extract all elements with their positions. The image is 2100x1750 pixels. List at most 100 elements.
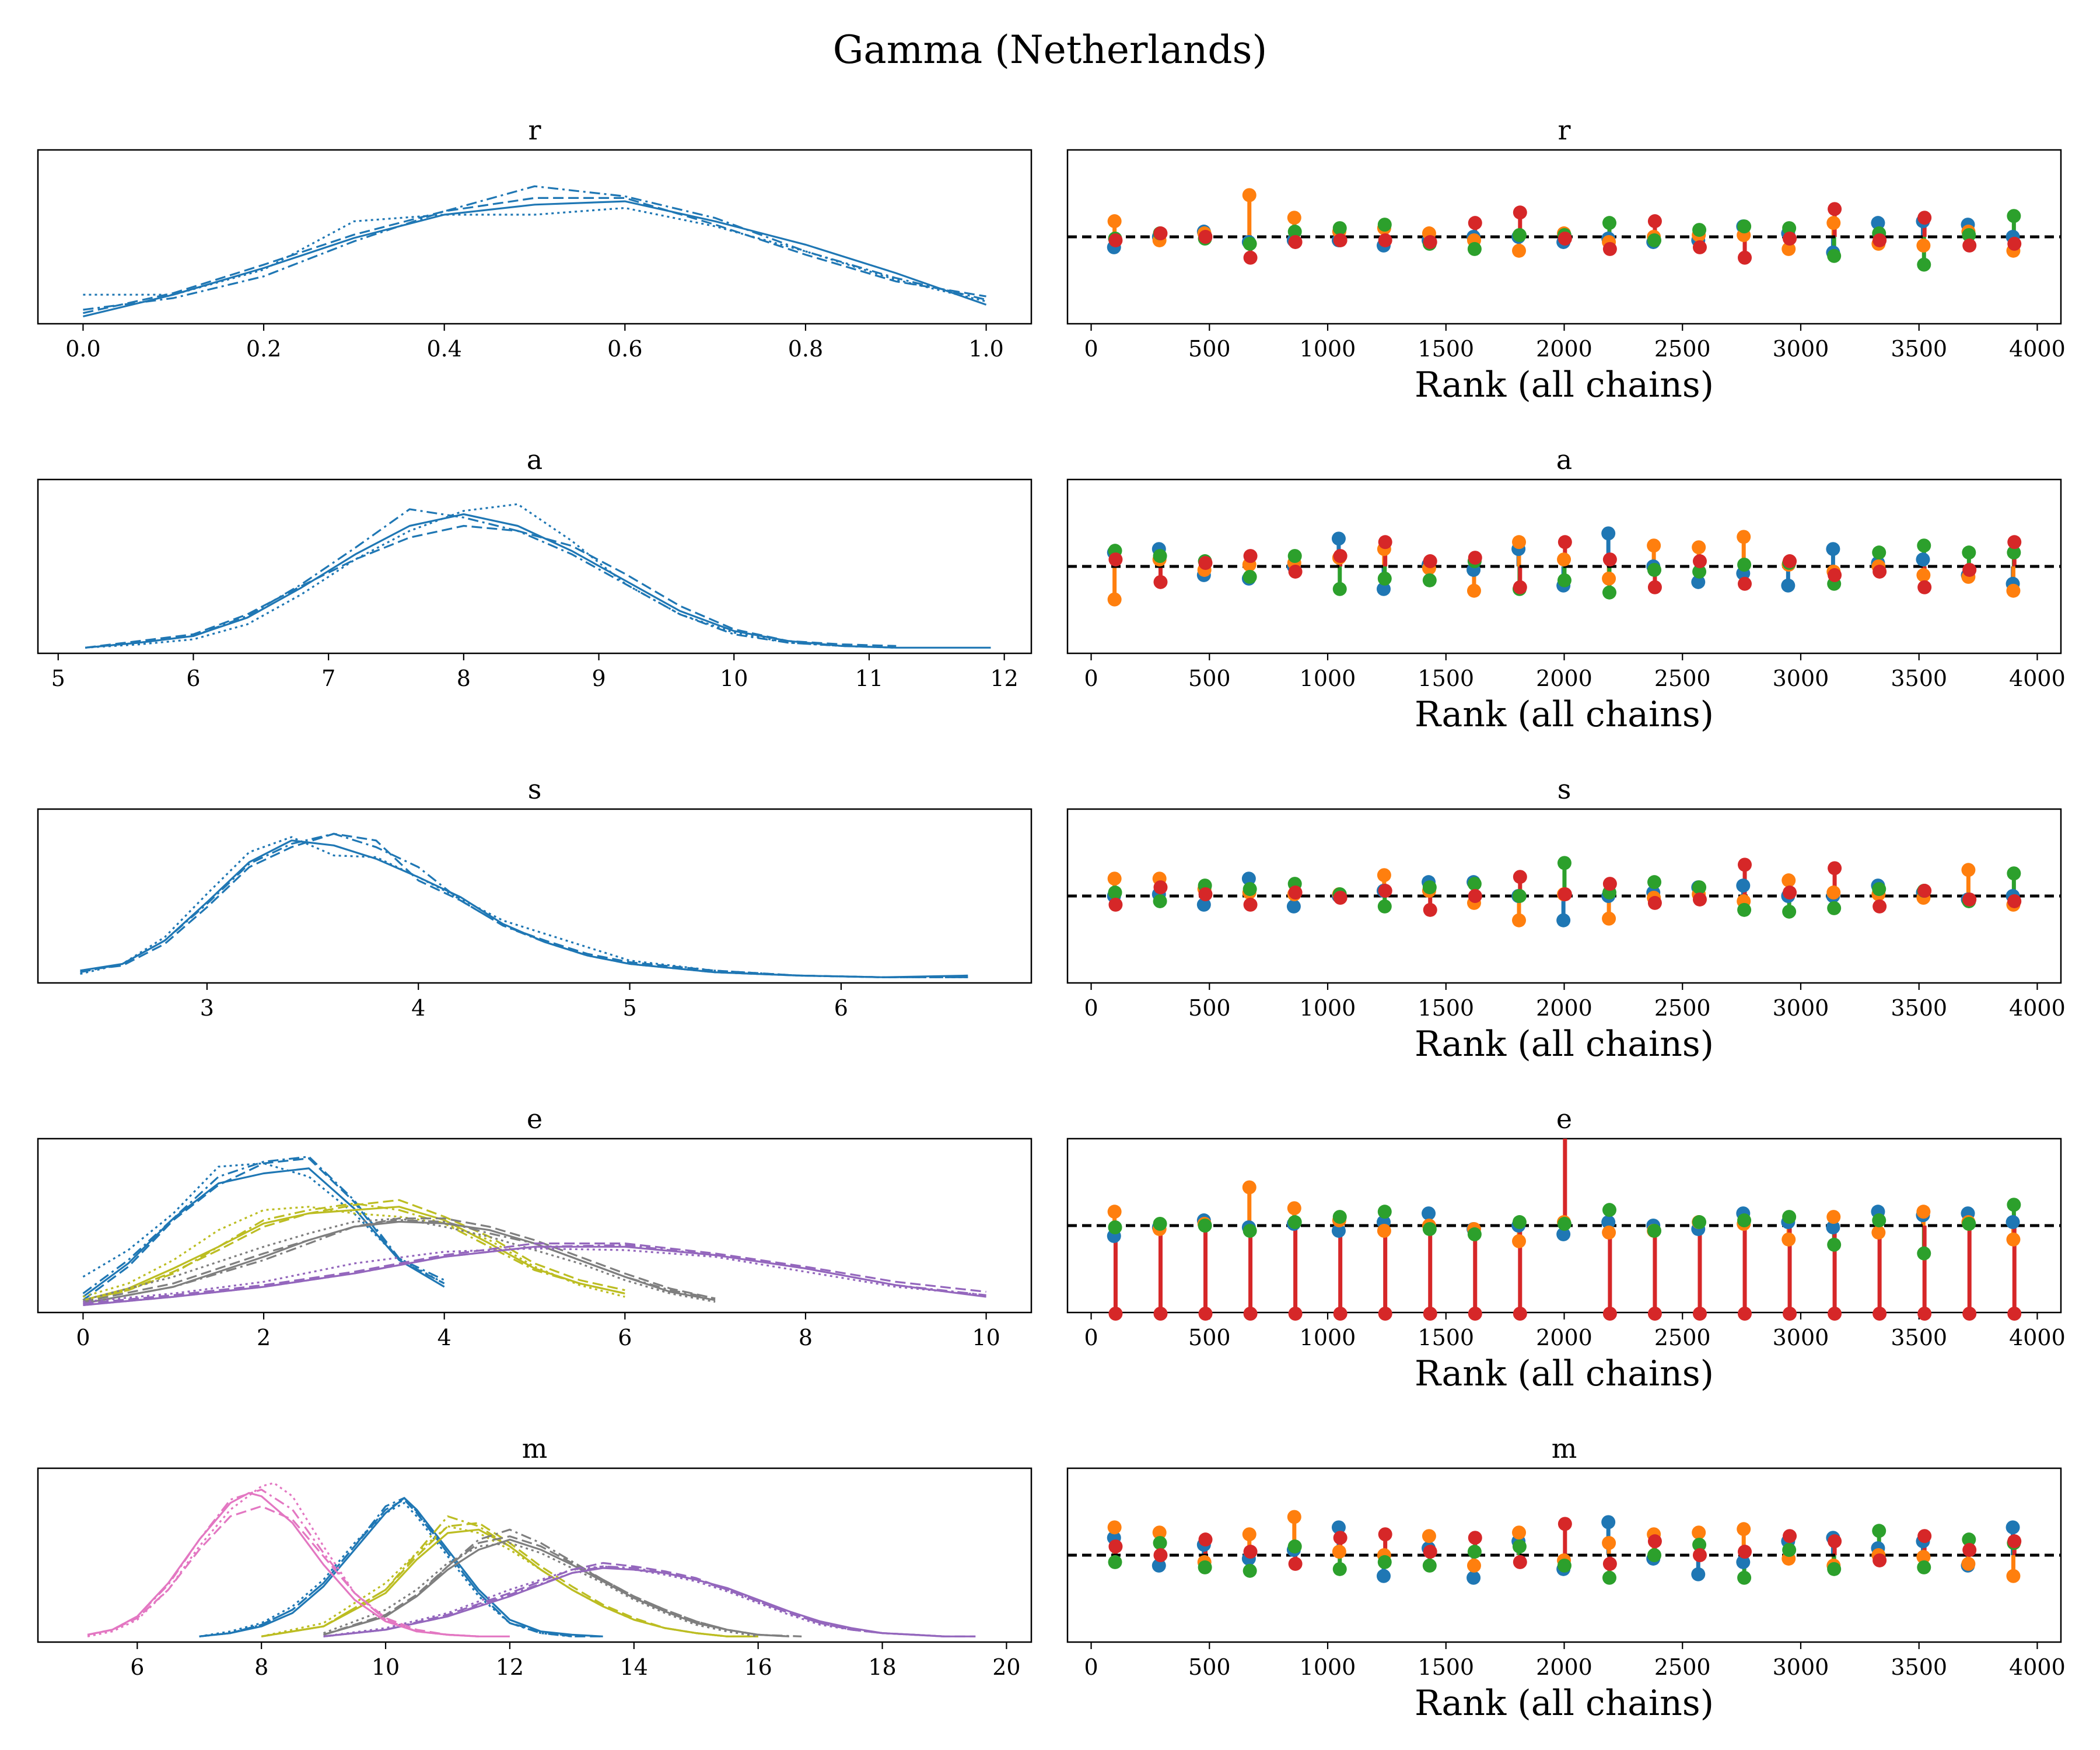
rank-marker bbox=[1288, 886, 1303, 900]
x-tick-label: 4000 bbox=[2009, 1654, 2066, 1680]
x-tick-label: 6 bbox=[186, 666, 200, 691]
rank-marker bbox=[1872, 1213, 1887, 1228]
rank-marker bbox=[1287, 1539, 1302, 1554]
rank-marker bbox=[1242, 1563, 1257, 1578]
rank-marker bbox=[1512, 889, 1527, 903]
rank-marker bbox=[1512, 228, 1527, 243]
x-tick-label: 1000 bbox=[1300, 995, 1356, 1021]
x-tick-label: 500 bbox=[1188, 336, 1231, 362]
kde-line bbox=[83, 1217, 716, 1303]
rank-marker bbox=[1153, 1307, 1168, 1321]
rank-marker bbox=[1647, 538, 1661, 553]
rank-marker bbox=[1602, 1203, 1616, 1217]
axes-frame bbox=[37, 149, 1032, 325]
rank-marker bbox=[1153, 1217, 1167, 1231]
rank-marker bbox=[1287, 1510, 1301, 1524]
rank-marker bbox=[1153, 894, 1167, 908]
rank-marker bbox=[1422, 880, 1437, 895]
x-tick-label: 3500 bbox=[1891, 336, 1947, 362]
rank-marker bbox=[1558, 231, 1572, 246]
kde-line bbox=[323, 1562, 976, 1637]
rank-marker bbox=[1692, 240, 1707, 254]
kde-line bbox=[83, 200, 987, 317]
rank-marker bbox=[1242, 236, 1257, 251]
rank-marker bbox=[1737, 902, 1752, 917]
rank-marker bbox=[1512, 535, 1527, 550]
rank-marker bbox=[1153, 575, 1168, 589]
x-tick-label: 1000 bbox=[1300, 1325, 1356, 1350]
rank-marker bbox=[2007, 236, 2022, 251]
rank-marker bbox=[1198, 1532, 1213, 1547]
x-tick-label: 9 bbox=[592, 666, 606, 691]
rank-marker bbox=[1738, 576, 1752, 591]
rank-marker bbox=[1242, 569, 1257, 584]
rank-marker bbox=[1602, 911, 1616, 926]
rank-marker bbox=[1601, 1215, 1616, 1230]
rank-marker bbox=[1602, 585, 1616, 600]
rank-marker bbox=[1828, 568, 1842, 582]
rank-marker bbox=[1287, 1215, 1302, 1230]
rank-marker bbox=[1108, 1220, 1122, 1234]
kde-line bbox=[323, 1528, 802, 1637]
x-tick-label: 10 bbox=[720, 666, 748, 691]
rank-marker bbox=[1783, 886, 1797, 900]
rank-marker bbox=[1333, 233, 1348, 247]
kde-panel-m: m 6 8 10 12 14 16 18 20 bbox=[37, 1433, 1032, 1680]
rank-marker bbox=[2007, 866, 2021, 881]
rank-marker bbox=[1513, 1307, 1527, 1321]
x-axis-label: Rank (all chains) bbox=[1415, 365, 1714, 405]
rank-marker bbox=[1961, 863, 1976, 877]
rank-marker bbox=[1782, 221, 1797, 236]
rank-marker bbox=[1196, 897, 1211, 912]
panel-title: s bbox=[1558, 774, 1572, 805]
rank-marker bbox=[1826, 886, 1841, 900]
rank-marker bbox=[1916, 568, 1931, 582]
x-tick-label: 3000 bbox=[1773, 336, 1829, 362]
rank-marker bbox=[1242, 882, 1257, 897]
rank-marker bbox=[1962, 1217, 1976, 1231]
x-tick-label: 1500 bbox=[1418, 666, 1474, 691]
rank-marker bbox=[1917, 538, 1931, 553]
x-tick-label: 12 bbox=[990, 666, 1018, 691]
rank-marker bbox=[1916, 552, 1930, 567]
x-tick-label: 3500 bbox=[1891, 1325, 1947, 1350]
x-tick-label: 4000 bbox=[2009, 666, 2066, 691]
rank-marker bbox=[1243, 250, 1258, 265]
x-tick-label: 8 bbox=[254, 1654, 268, 1680]
kde-line bbox=[80, 832, 968, 978]
rank-marker bbox=[2007, 1198, 2021, 1212]
rank-marker bbox=[1783, 231, 1797, 246]
rank-marker bbox=[1962, 545, 1976, 560]
rank-marker bbox=[1512, 1234, 1527, 1248]
rank-marker bbox=[1917, 257, 1931, 272]
rank-marker bbox=[1198, 1219, 1212, 1233]
rank-marker bbox=[1826, 1220, 1840, 1234]
rank-marker bbox=[1152, 1525, 1167, 1540]
rank-marker bbox=[1467, 242, 1482, 256]
rank-marker bbox=[1738, 858, 1752, 872]
rank-marker bbox=[1288, 1307, 1303, 1321]
x-tick-label: 18 bbox=[868, 1654, 896, 1680]
rank-marker bbox=[1152, 1558, 1166, 1573]
x-axis-label: Rank (all chains) bbox=[1415, 1683, 1714, 1724]
rank-marker bbox=[1873, 233, 1887, 247]
rank-marker bbox=[1781, 578, 1796, 593]
rank-marker bbox=[1647, 1548, 1662, 1562]
rank-marker bbox=[1466, 1570, 1481, 1585]
rank-marker bbox=[1513, 580, 1527, 594]
x-tick-label: 4000 bbox=[2009, 336, 2066, 362]
rank-marker bbox=[1333, 890, 1348, 905]
x-tick-label: 1500 bbox=[1418, 1325, 1474, 1350]
x-tick-label: 2000 bbox=[1536, 1325, 1592, 1350]
rank-marker bbox=[1692, 1538, 1707, 1552]
rank-marker bbox=[1783, 554, 1797, 569]
x-tick-label: 5 bbox=[51, 666, 65, 691]
x-tick-label: 0.4 bbox=[426, 336, 461, 362]
x-tick-label: 14 bbox=[620, 1654, 648, 1680]
rank-marker bbox=[1331, 1520, 1346, 1535]
rank-marker bbox=[1692, 1525, 1706, 1540]
kde-line bbox=[83, 1202, 625, 1301]
kde-line bbox=[82, 1199, 625, 1303]
rank-marker bbox=[1243, 1545, 1258, 1559]
x-tick-label: 2000 bbox=[1536, 666, 1592, 691]
